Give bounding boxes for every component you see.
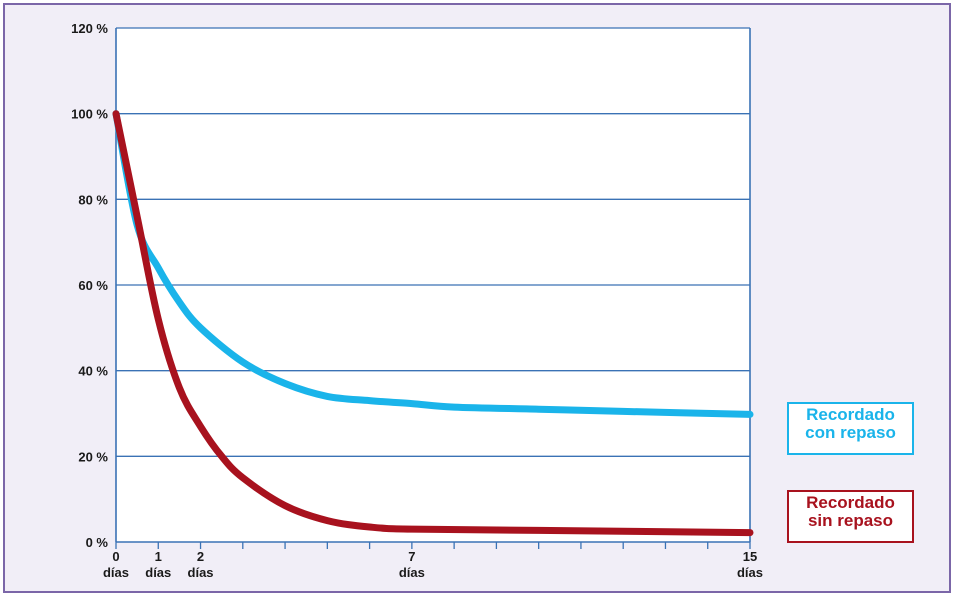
x-tick-label-0-line-1: días: [103, 565, 129, 580]
y-tick-label-4: 80 %: [78, 192, 108, 207]
legend-con-repaso-line-2: con repaso: [805, 423, 896, 442]
y-tick-label-6: 120 %: [71, 21, 108, 36]
series-line-1: [112, 110, 754, 537]
y-tick-label-0: 0 %: [86, 535, 109, 550]
x-tick-label-3-line-0: 7: [408, 549, 415, 564]
x-tick-label-0-line-0: 0: [112, 549, 119, 564]
legend-sin-repaso-line-1: Recordado: [806, 493, 895, 512]
x-tick-label-4-line-1: días: [737, 565, 763, 580]
x-tick-label-1-line-1: días: [145, 565, 171, 580]
y-tick-label-2: 40 %: [78, 364, 108, 379]
x-tick-label-1-line-0: 1: [155, 549, 162, 564]
grid-lines: [116, 27, 750, 457]
legend-sin-repaso: Recordado sin repaso: [787, 490, 914, 543]
legend-con-repaso: Recordado con repaso: [787, 402, 914, 455]
y-tick-label-1: 20 %: [78, 449, 108, 464]
x-tick-label-4-line-0: 15: [743, 549, 757, 564]
y-tick-labels: 0 % 20 % 40 % 60 % 80 % 100 % 120 %: [71, 21, 108, 550]
series-line-0: [112, 110, 754, 418]
y-tick-label-3: 60 %: [78, 278, 108, 293]
legend-sin-repaso-line-2: sin repaso: [807, 511, 894, 530]
x-tick-label-2-line-0: 2: [197, 549, 204, 564]
series-lines: [112, 110, 754, 537]
x-tick-label-3-line-1: días: [399, 565, 425, 580]
x-tick-label-2-line-1: días: [188, 565, 214, 580]
legend-con-repaso-line-1: Recordado: [806, 405, 895, 424]
y-tick-label-5: 100 %: [71, 107, 108, 122]
